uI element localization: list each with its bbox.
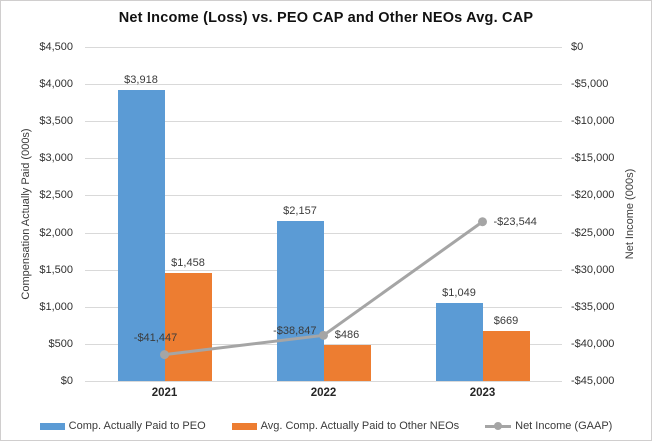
left-tick-label: $0 bbox=[60, 375, 73, 387]
legend-label-net-income: Net Income (GAAP) bbox=[515, 420, 613, 432]
right-tick-label: -$30,000 bbox=[571, 263, 615, 276]
gridline bbox=[85, 232, 562, 234]
right-tick-label: -$35,000 bbox=[571, 300, 615, 313]
net-income-marker-2021 bbox=[160, 350, 169, 360]
left-tick-label: $2,000 bbox=[39, 226, 73, 239]
left-tick-label: $4,500 bbox=[39, 41, 73, 53]
category-label-2023: 2023 bbox=[469, 387, 496, 399]
bar-value-label: $3,918 bbox=[124, 74, 158, 87]
bar-value-label: $1,049 bbox=[442, 287, 476, 300]
right-tick-label: -$20,000 bbox=[571, 189, 615, 202]
left-tick-label: $1,000 bbox=[39, 300, 73, 313]
left-tick-label: $4,000 bbox=[39, 78, 73, 91]
legend-item-net-income: Net Income (GAAP) bbox=[485, 420, 612, 432]
category-label-2022: 2022 bbox=[310, 387, 337, 399]
gridline bbox=[85, 47, 562, 48]
left-tick-label: $1,500 bbox=[39, 263, 73, 276]
left-tick-label: $500 bbox=[48, 337, 73, 350]
legend-item-peo: Comp. Actually Paid to PEO bbox=[39, 420, 206, 432]
bar-value-label: $1,458 bbox=[171, 256, 205, 269]
right-tick-label: -$40,000 bbox=[571, 337, 615, 350]
gridline bbox=[85, 158, 562, 160]
left-tick-label: $2,500 bbox=[39, 189, 73, 202]
bar-value-label: $486 bbox=[334, 328, 360, 341]
gridline bbox=[85, 343, 562, 345]
right-tick-label: $0 bbox=[571, 41, 584, 53]
right-tick-label: -$25,000 bbox=[571, 226, 615, 239]
bar-peo-2023 bbox=[435, 303, 483, 381]
left-tick-label: $3,000 bbox=[39, 152, 73, 165]
net-income-line-series bbox=[160, 217, 487, 360]
net-income-marker-2023 bbox=[478, 217, 487, 227]
gridline bbox=[85, 269, 562, 271]
legend-label-peo: Comp. Actually Paid to PEO bbox=[68, 420, 206, 432]
legend-label-neo: Avg. Comp. Actually Paid to Other NEOs bbox=[260, 420, 460, 432]
bar-neo-2022 bbox=[323, 344, 371, 381]
bar-peo-2022 bbox=[276, 220, 324, 381]
net-income-value-label: -$41,447 bbox=[133, 331, 178, 344]
net-income-marker-2022 bbox=[319, 330, 328, 340]
net-income-value-label: -$23,544 bbox=[493, 215, 537, 228]
bar-neo-2021 bbox=[164, 272, 212, 381]
chart-title: Net Income (Loss) vs. PEO CAP and Other … bbox=[118, 10, 534, 26]
legend-item-neo: Avg. Comp. Actually Paid to Other NEOs bbox=[231, 420, 460, 432]
right-axis-title: Net Income (000s) bbox=[624, 168, 636, 260]
gridline bbox=[85, 306, 562, 308]
net-income-value-label: -$38,847 bbox=[273, 325, 317, 338]
bar-value-label: $669 bbox=[493, 315, 519, 328]
right-tick-label: -$15,000 bbox=[571, 152, 615, 165]
gridline bbox=[85, 381, 562, 382]
category-label-2021: 2021 bbox=[151, 387, 178, 399]
net-income-line-swatch-icon bbox=[485, 422, 512, 431]
gridline bbox=[85, 195, 562, 197]
bar-value-label: $2,157 bbox=[283, 204, 317, 217]
legend: Comp. Actually Paid to PEO Avg. Comp. Ac… bbox=[1, 420, 651, 432]
right-tick-label: -$5,000 bbox=[571, 78, 609, 91]
left-tick-label: $3,500 bbox=[39, 115, 73, 128]
right-tick-label: -$45,000 bbox=[571, 375, 615, 387]
bar-peo-2021 bbox=[117, 90, 165, 381]
neo-bar-swatch-icon bbox=[231, 422, 257, 430]
gridline bbox=[85, 84, 562, 86]
plot-area bbox=[85, 47, 562, 382]
right-tick-label: -$10,000 bbox=[571, 115, 615, 128]
bar-neo-2023 bbox=[482, 331, 530, 381]
gridline bbox=[85, 121, 562, 123]
peo-bar-swatch-icon bbox=[39, 422, 65, 430]
